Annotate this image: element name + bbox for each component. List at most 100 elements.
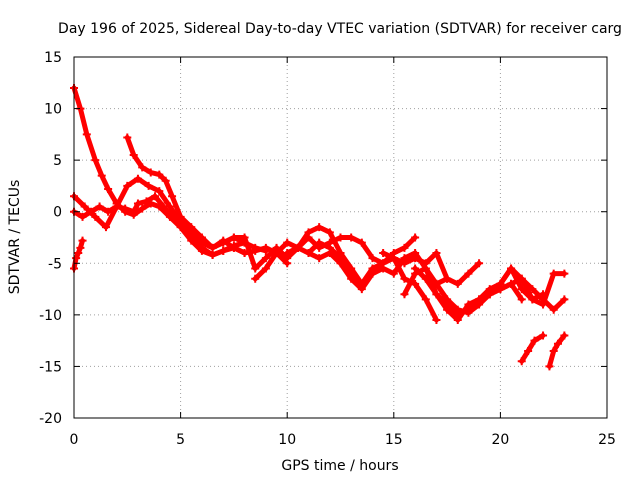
data-point-track-12 xyxy=(421,274,430,283)
data-point-track-10 xyxy=(400,259,409,268)
data-point-track-7 xyxy=(272,248,281,257)
data-point-track-10 xyxy=(389,254,398,263)
data-point-track-14 xyxy=(507,264,516,273)
data-point-track-15 xyxy=(524,346,533,355)
data-point-track-13 xyxy=(464,308,473,317)
data-point-track-9 xyxy=(379,264,388,273)
data-point-track-10 xyxy=(443,274,452,283)
data-point-track-13 xyxy=(560,295,569,304)
data-point-track-4 xyxy=(240,248,249,257)
data-point-track-3 xyxy=(165,202,174,211)
data-point-track-10 xyxy=(411,254,420,263)
data-point-track-15 xyxy=(517,357,526,366)
data-point-track-8 xyxy=(400,274,409,283)
data-point-track-1 xyxy=(104,185,113,194)
data-point-track-2 xyxy=(104,207,113,216)
data-point-track-6 xyxy=(219,238,228,247)
y-tick-label: -20 xyxy=(39,411,62,427)
data-point-track-4 xyxy=(229,243,238,252)
data-point-track-1 xyxy=(82,130,91,139)
plot-frame xyxy=(73,56,608,419)
series-layer xyxy=(70,83,569,371)
y-tick-label: 0 xyxy=(53,205,62,221)
y-tick-label: 5 xyxy=(53,153,62,169)
x-tick-label: 15 xyxy=(385,432,403,448)
data-point-track-7 xyxy=(400,243,409,252)
data-point-track-3 xyxy=(155,187,164,196)
data-point-track-4 xyxy=(129,150,138,159)
data-point-track-8 xyxy=(315,243,324,252)
data-point-track-7 xyxy=(411,233,420,242)
data-point-track-3 xyxy=(144,181,153,190)
data-point-track-7 xyxy=(251,274,260,283)
data-point-track-12 xyxy=(432,290,441,299)
data-point-track-8 xyxy=(347,233,356,242)
data-point-track-4 xyxy=(251,246,260,255)
data-point-track-16 xyxy=(553,339,562,348)
data-point-track-1 xyxy=(138,204,147,213)
y-tick-label: -15 xyxy=(39,359,62,375)
data-point-track-11 xyxy=(517,295,526,304)
data-point-track-9 xyxy=(336,259,345,268)
data-point-track-9 xyxy=(304,248,313,257)
data-point-track-4 xyxy=(155,170,164,179)
y-tick-label: -5 xyxy=(48,256,62,272)
data-point-track-8 xyxy=(421,295,430,304)
tick-layer: 0 5 10 15 20 25 -20 -15 -10 -5 0 5 10 15 xyxy=(39,50,616,448)
data-point-track-16 xyxy=(560,331,569,340)
data-point-track-3 xyxy=(91,212,100,221)
data-point-track-3 xyxy=(80,202,89,211)
series-line-track-2 xyxy=(71,193,269,258)
data-point-track-12 xyxy=(453,316,462,325)
data-point-track-8 xyxy=(325,238,334,247)
series-line-track-15 xyxy=(519,333,546,364)
x-tick-label: 25 xyxy=(598,432,616,448)
x-tick-label: 0 xyxy=(70,432,79,448)
series-line-track-9 xyxy=(306,250,450,292)
data-point-track-9 xyxy=(368,269,377,278)
data-point-track-14 xyxy=(560,269,569,278)
x-tick-label: 5 xyxy=(176,432,185,448)
data-point-track-5 xyxy=(72,254,81,263)
data-point-track-11 xyxy=(400,290,409,299)
data-point-track-2 xyxy=(151,192,160,201)
data-point-track-4 xyxy=(161,176,170,185)
data-point-track-13 xyxy=(549,305,558,314)
data-point-track-9 xyxy=(389,269,398,278)
data-point-track-15 xyxy=(530,336,539,345)
series-line-track-14 xyxy=(487,265,567,307)
data-point-track-10 xyxy=(464,269,473,278)
data-point-track-2 xyxy=(208,251,217,260)
data-point-track-2 xyxy=(142,197,151,206)
data-point-track-11 xyxy=(421,264,430,273)
data-point-track-3 xyxy=(123,181,132,190)
data-point-track-2 xyxy=(219,246,228,255)
y-tick-label: 15 xyxy=(44,50,62,66)
data-point-track-10 xyxy=(432,248,441,257)
data-point-track-13 xyxy=(507,279,516,288)
data-point-track-6 xyxy=(251,264,260,273)
data-point-track-2 xyxy=(78,212,87,221)
data-point-track-9 xyxy=(357,285,366,294)
data-point-track-12 xyxy=(464,300,473,309)
data-point-track-9 xyxy=(325,248,334,257)
data-point-track-7 xyxy=(261,264,270,273)
data-point-track-12 xyxy=(443,305,452,314)
data-point-track-16 xyxy=(545,362,554,371)
data-point-track-13 xyxy=(443,295,452,304)
data-point-track-4 xyxy=(176,212,185,221)
data-point-track-14 xyxy=(539,300,548,309)
data-point-track-8 xyxy=(432,316,441,325)
data-point-track-13 xyxy=(453,305,462,314)
data-point-track-1 xyxy=(97,171,106,180)
data-point-track-14 xyxy=(528,295,537,304)
data-point-track-4 xyxy=(146,168,155,177)
data-point-track-5 xyxy=(74,248,83,257)
data-point-track-4 xyxy=(123,133,132,142)
data-point-track-4 xyxy=(261,243,270,252)
data-point-track-4 xyxy=(197,233,206,242)
chart-title: Day 196 of 2025, Sidereal Day-to-day VTE… xyxy=(58,21,622,37)
x-tick-label: 10 xyxy=(278,432,296,448)
data-point-track-5 xyxy=(78,236,87,245)
